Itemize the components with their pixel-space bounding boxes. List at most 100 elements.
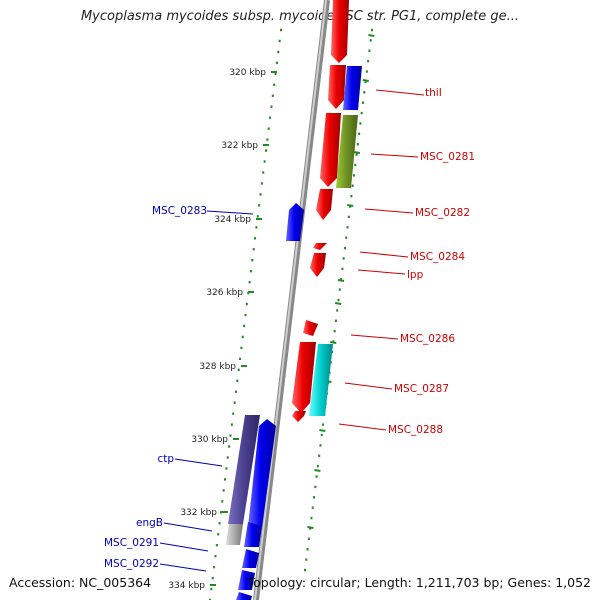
track-dot <box>367 59 370 63</box>
track-dot <box>256 215 259 218</box>
track-dot <box>270 105 273 108</box>
track-dot <box>337 298 340 302</box>
label-MSC_0292[interactable]: MSC_0292 <box>104 558 159 570</box>
track-dot <box>210 587 213 591</box>
gene-thiI[interactable] <box>328 65 346 109</box>
track-dot <box>318 454 321 457</box>
label-lpp[interactable]: lpp <box>407 269 424 281</box>
track-dot <box>358 132 361 136</box>
track-dot <box>277 50 280 54</box>
gene-MSC_0288[interactable] <box>292 411 306 422</box>
track-dot <box>222 489 225 492</box>
track-dot <box>304 568 306 572</box>
track-dot <box>228 445 231 448</box>
track-dot <box>278 39 281 43</box>
track-dot <box>241 335 244 339</box>
track-dot <box>364 80 367 84</box>
track-dot <box>307 537 310 541</box>
leader-MSC_0281 <box>370 153 419 158</box>
gene-MSC_0284[interactable] <box>313 243 327 250</box>
track-dot <box>264 149 267 152</box>
axis-tick-label: 334 kbp <box>168 581 205 591</box>
track-dot <box>314 485 317 489</box>
track-dash <box>362 79 369 82</box>
track-dot <box>219 511 222 514</box>
label-MSC_0283[interactable]: MSC_0283 <box>152 205 207 217</box>
track-dot <box>347 215 350 219</box>
gene-olive[interactable] <box>336 115 358 188</box>
gene-blue-fwd[interactable] <box>343 66 362 110</box>
label-MSC_0291[interactable]: MSC_0291 <box>104 537 159 549</box>
axis-tick-label: 332 kbp <box>180 508 217 518</box>
axis-tick-label: 326 kbp <box>206 288 243 298</box>
gene-MSC_0292[interactable] <box>238 570 255 590</box>
track-dash <box>368 34 375 37</box>
track-dot <box>218 522 221 525</box>
leader-engB <box>163 522 213 532</box>
track-dot <box>359 122 362 125</box>
track-dot <box>338 288 341 291</box>
track-dot <box>350 194 353 198</box>
label-ctp[interactable]: ctp <box>157 453 174 465</box>
gene-cyan[interactable] <box>309 344 333 416</box>
label-MSC_0287[interactable]: MSC_0287 <box>394 383 449 395</box>
track-dot <box>263 160 266 163</box>
track-dot <box>224 478 227 481</box>
gene-purple[interactable] <box>228 415 260 524</box>
track-dot <box>351 184 354 187</box>
label-MSC_0288[interactable]: MSC_0288 <box>388 424 443 436</box>
gene-thiI-part1[interactable] <box>331 0 349 63</box>
track-dash <box>334 302 342 305</box>
track-dot <box>273 83 276 87</box>
leader-MSC_0287 <box>344 382 393 390</box>
track-dot <box>333 329 336 333</box>
track-dot <box>221 500 224 503</box>
label-MSC_0284[interactable]: MSC_0284 <box>410 251 465 263</box>
label-engB[interactable]: engB <box>136 517 163 529</box>
gene-MSC_0281[interactable] <box>320 113 341 187</box>
gene-MSC_0287[interactable] <box>292 342 316 413</box>
label-thiI[interactable]: thiI <box>425 87 442 99</box>
gene-ctp[interactable] <box>248 419 276 527</box>
gene-MSC_0282[interactable] <box>316 189 333 220</box>
track-dot <box>365 70 368 73</box>
track-dot <box>209 598 211 600</box>
genome-backbone-highlight <box>254 0 327 600</box>
leader-MSC_0288 <box>338 423 387 431</box>
leader-lpp <box>357 269 406 275</box>
track-dot <box>319 444 322 447</box>
track-dot <box>336 309 339 312</box>
gene-gray[interactable] <box>226 524 243 545</box>
track-dot <box>214 554 217 558</box>
label-MSC_0282[interactable]: MSC_0282 <box>415 207 470 219</box>
gene-MSC_0283[interactable] <box>286 203 304 241</box>
accession-text: Accession: NC_005364 <box>9 575 152 590</box>
track-dot <box>259 193 262 196</box>
track-dot <box>252 248 255 251</box>
track-dot <box>343 246 346 250</box>
gene-MSC_0286[interactable] <box>303 320 318 336</box>
gene-MSC_0291[interactable] <box>242 549 259 568</box>
track-dot <box>229 434 232 437</box>
track-dot <box>233 401 236 404</box>
track-dot <box>361 101 364 104</box>
track-dash <box>337 279 345 282</box>
axis-tick-label: 324 kbp <box>214 215 251 225</box>
track-dash <box>314 469 321 472</box>
label-MSC_0281[interactable]: MSC_0281 <box>420 151 475 163</box>
track-dot <box>360 111 363 115</box>
map-title: Mycoplasma mycoides subsp. mycoides SC s… <box>80 9 520 24</box>
leader-MSC_0284 <box>359 251 409 258</box>
track-dot <box>369 39 372 42</box>
leader-ctp <box>174 458 223 467</box>
label-MSC_0286[interactable]: MSC_0286 <box>400 333 455 345</box>
leader-MSC_0282 <box>364 208 414 214</box>
gene-lpp[interactable] <box>310 253 326 277</box>
track-dot <box>334 319 337 322</box>
track-dash <box>347 204 354 207</box>
gene-labels: thiI MSC_0281 MSC_0282 MSC_0283 MSC_0284… <box>104 87 475 570</box>
track-dot <box>254 237 257 240</box>
track-dot <box>247 291 250 295</box>
gene-blue-bottom[interactable] <box>236 592 252 600</box>
gene-engB[interactable] <box>244 522 262 547</box>
